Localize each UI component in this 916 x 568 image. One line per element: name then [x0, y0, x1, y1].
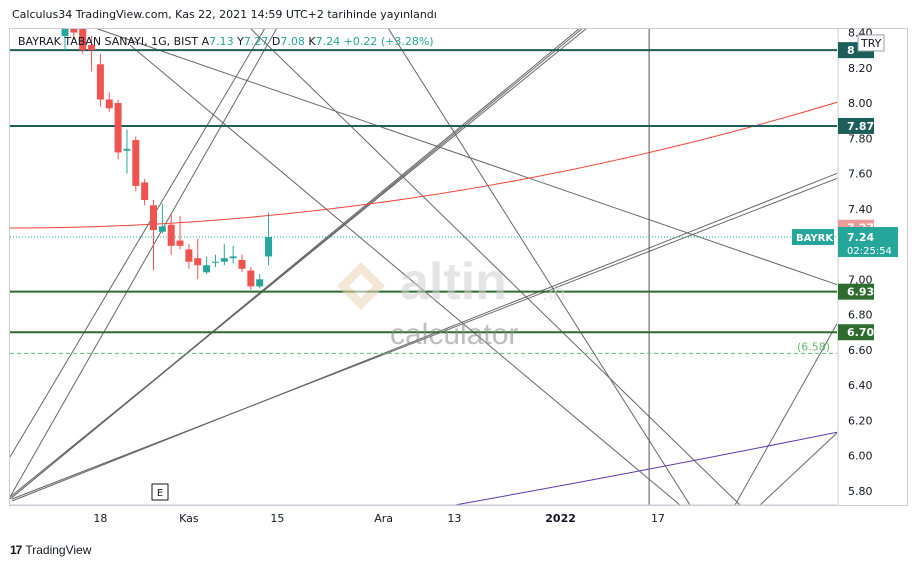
candle-body — [88, 44, 96, 51]
y-tick-label: 8.00 — [848, 97, 873, 110]
candle-body — [105, 99, 113, 109]
candle-body — [79, 29, 87, 51]
legend-low-label: D — [271, 35, 281, 48]
currency-label: TRY — [860, 37, 882, 50]
symbol-tag — [792, 229, 834, 246]
trend-line — [11, 177, 837, 500]
level-price-label: 8 — [847, 44, 855, 57]
y-tick-label: 7.00 — [848, 273, 873, 286]
legend-symbol: BAYRAK TABAN SANAYI, 1G, BIST — [18, 35, 199, 48]
level-price-tag — [838, 324, 874, 341]
candle-body — [229, 256, 237, 259]
currency-tag — [857, 34, 885, 52]
footer-brand: 17 TradingView — [10, 543, 91, 557]
y-tick-label: 6.20 — [848, 414, 873, 427]
trend-line — [250, 29, 741, 505]
x-tick-label: Kas — [179, 512, 199, 525]
plot-layer — [10, 29, 837, 505]
symbol-tag-label: BAYRK — [796, 233, 834, 244]
earnings-marker[interactable] — [151, 483, 169, 501]
legend-change: +0.22 (+3.28%) — [343, 35, 434, 48]
candle-body — [150, 205, 157, 230]
trend-line — [10, 29, 265, 458]
candle-body — [176, 240, 184, 246]
candle-body — [141, 182, 149, 201]
trend-line — [388, 29, 691, 505]
candle-body — [238, 259, 246, 269]
symbol-legend: BAYRAK TABAN SANAYI, 1G, BIST A7.13 Y7.2… — [18, 35, 434, 48]
trend-line — [734, 322, 837, 505]
y-tick-label: 7.80 — [848, 132, 873, 145]
candle-body — [167, 224, 175, 246]
candle-body — [70, 29, 78, 33]
level-price-tag — [838, 283, 874, 300]
legend-close-label: K — [308, 35, 316, 48]
legend-high: 7.27 — [243, 35, 269, 48]
level-price-label: 6.93 — [847, 286, 874, 299]
x-tick-label: Ara — [374, 512, 393, 525]
watermark: altin .in calculator — [330, 252, 590, 362]
candle-body — [61, 29, 69, 37]
level-price-label: 6.70 — [847, 326, 874, 339]
x-tick-label: 17 — [651, 512, 665, 525]
x-tick-label: 15 — [270, 512, 284, 525]
footer-brand-text: TradingView — [25, 543, 92, 557]
watermark-logo-icon — [337, 262, 385, 310]
candle-body — [185, 249, 193, 262]
y-tick-label: 7.60 — [848, 168, 873, 181]
y-tick-label: 6.80 — [848, 309, 873, 322]
support-dashed-label: (6.58) — [797, 340, 830, 353]
last-price-tag — [838, 227, 898, 258]
trend-line — [11, 172, 837, 502]
trend-line — [129, 44, 681, 505]
countdown-label: 02:25:54 — [847, 246, 892, 257]
y-tick-label: 6.60 — [848, 344, 873, 357]
x-tick-label: 2022 — [545, 512, 576, 525]
y-tick-label: 5.80 — [848, 485, 873, 498]
earnings-marker-label: E — [157, 488, 163, 499]
legend-high-label: Y — [237, 35, 244, 48]
candle-body — [158, 226, 166, 232]
level-price-tag — [838, 117, 874, 134]
tradingview-logo-icon: 17 — [10, 543, 22, 557]
legend-close: 7.24 — [315, 35, 341, 48]
candle-body — [265, 237, 273, 257]
candle-body — [211, 261, 219, 263]
y-tick-label: 6.00 — [848, 450, 873, 463]
candle-body — [194, 258, 202, 266]
trend-line — [10, 29, 278, 498]
legend-open: 7.13 — [209, 35, 234, 48]
legend-open-label: A — [201, 35, 210, 48]
watermark-sub: calculator — [390, 318, 519, 351]
candle-body — [123, 148, 131, 151]
level-price-label: 7.87 — [847, 120, 874, 133]
x-tick-label: 18 — [93, 512, 107, 525]
trend-line — [759, 432, 837, 505]
x-tick-label: 13 — [447, 512, 461, 525]
y-tick-label: 6.40 — [848, 379, 873, 392]
candle-body — [132, 140, 140, 186]
purple-curve-line — [454, 431, 837, 505]
y-tick-label: 7.40 — [848, 203, 873, 216]
trend-line — [10, 29, 580, 500]
publish-header: Calculus34 TradingView.com, Kas 22, 2021… — [12, 8, 437, 21]
trend-line — [96, 29, 837, 286]
watermark-tld: .in — [542, 280, 566, 305]
candle-body — [203, 265, 211, 273]
last-price-label: 7.24 — [847, 231, 874, 244]
candle-body — [247, 270, 255, 287]
legend-low: 7.08 — [280, 35, 305, 48]
candle-body — [96, 64, 104, 100]
red-curve-line — [10, 101, 837, 229]
y-tick-label: 8.20 — [848, 62, 873, 75]
candle-body — [256, 279, 264, 287]
candle-body — [114, 103, 122, 153]
candle-body — [220, 258, 228, 262]
watermark-main: altin — [400, 253, 507, 311]
